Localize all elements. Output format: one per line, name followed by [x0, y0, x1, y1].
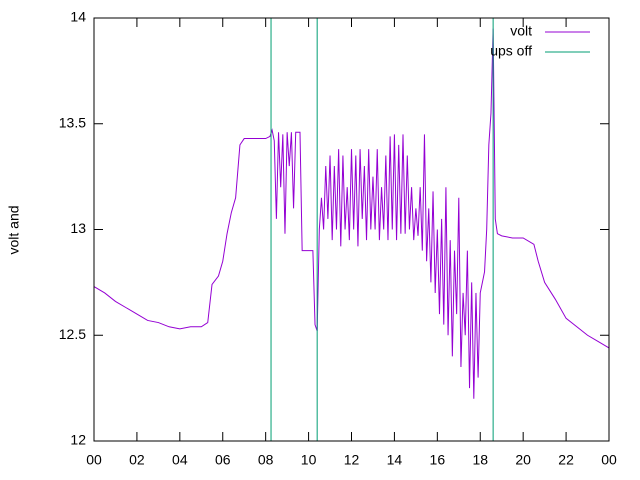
x-tick-label: 22	[558, 452, 574, 468]
x-tick-label: 14	[387, 452, 403, 468]
x-tick-label: 00	[86, 452, 102, 468]
x-tick-label: 00	[601, 452, 617, 468]
plot-border	[93, 17, 610, 442]
x-tick-label: 04	[172, 452, 188, 468]
y-tick-label: 13.5	[59, 114, 86, 130]
y-tick-label: 14	[70, 9, 86, 25]
x-tick-label: 16	[430, 452, 446, 468]
x-tick-label: 10	[301, 452, 317, 468]
y-tick-label: 12	[70, 432, 86, 448]
x-tick-label: 18	[472, 452, 488, 468]
y-axis-label: volt and	[6, 205, 22, 254]
x-tick-label: 02	[129, 452, 145, 468]
x-tick-label: 08	[258, 452, 274, 468]
x-tick-label: 06	[215, 452, 231, 468]
x-tick-label: 12	[344, 452, 360, 468]
volt-line	[93, 28, 610, 399]
y-tick-label: 13	[70, 220, 86, 236]
legend-label: ups off	[490, 43, 532, 59]
x-tick-label: 20	[515, 452, 531, 468]
y-tick-label: 12.5	[59, 326, 86, 342]
legend-label: volt	[510, 23, 532, 39]
